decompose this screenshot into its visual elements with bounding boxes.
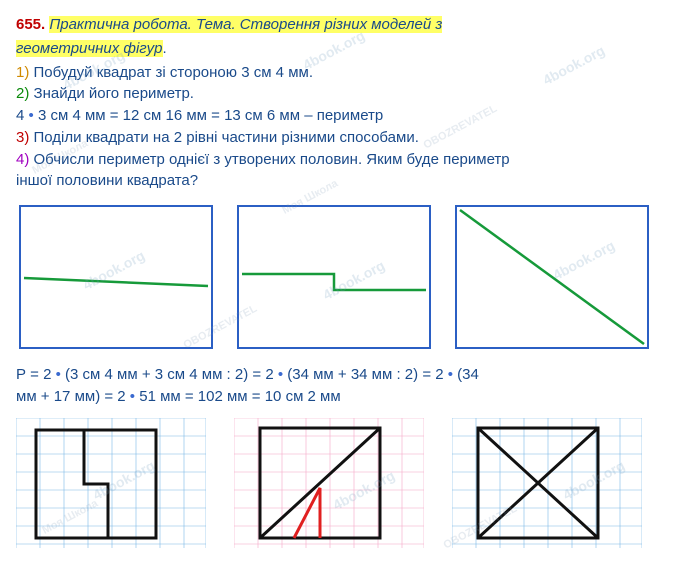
item-1: 1) Побудуй квадрат зі стороною 3 см 4 мм…: [16, 62, 679, 84]
perimeter-line-1: Р = 2 • (3 см 4 мм + 3 см 4 мм : 2) = 2 …: [16, 364, 679, 386]
square-2: [234, 202, 434, 352]
grid-2: [234, 418, 424, 548]
calc-rest: 3 см 4 мм = 12 см 16 мм = 13 см 6 мм – п…: [34, 107, 384, 124]
square-3: [452, 202, 652, 352]
p2b: 51 мм = 102 мм = 10 см 2 мм: [135, 388, 341, 405]
item-4: 4) Обчисли периметр однієї з утворених п…: [16, 149, 679, 171]
square-1: [16, 202, 216, 352]
exercise-number: 655.: [16, 16, 45, 33]
calc-prefix: 4: [16, 107, 29, 124]
item-text-4a: Обчисли периметр однієї з утворених поло…: [29, 151, 509, 168]
item-text-2: Знайди його периметр.: [29, 85, 194, 102]
grid-1: [16, 418, 206, 548]
item-text-3: Поділи квадрати на 2 рівні частини різни…: [29, 129, 419, 146]
item-text-1: Побудуй квадрат зі стороною 3 см 4 мм.: [29, 64, 313, 81]
grids-row: [16, 418, 679, 548]
p1b: (3 см 4 мм + 3 см 4 мм : 2) = 2: [61, 366, 278, 383]
item-number-3: 3): [16, 129, 29, 146]
perimeter-line-2: мм + 17 мм) = 2 • 51 мм = 102 мм = 10 см…: [16, 386, 679, 408]
item-3: 3) Поділи квадрати на 2 рівні частини рі…: [16, 127, 679, 149]
item-number-2: 2): [16, 85, 29, 102]
exercise-title-2: геометричних фігур.: [16, 38, 679, 60]
grid-3: [452, 418, 642, 548]
squares-row: [16, 202, 679, 352]
p1c: (34 мм + 34 мм : 2) = 2: [283, 366, 448, 383]
exercise-title: 655. Практична робота. Тема. Створення р…: [16, 14, 679, 36]
p1a: Р = 2: [16, 366, 56, 383]
title-highlight-1: Практична робота. Тема. Створення різних…: [49, 16, 442, 33]
item-number-4: 4): [16, 151, 29, 168]
calc-line: 4 • 3 см 4 мм = 12 см 16 мм = 13 см 6 мм…: [16, 105, 679, 127]
title-dot: .: [163, 40, 167, 57]
p2a: мм + 17 мм) = 2: [16, 388, 130, 405]
p1d: (34: [453, 366, 479, 383]
item-4b: іншої половини квадрата?: [16, 170, 679, 192]
item-2: 2) Знайди його периметр.: [16, 83, 679, 105]
item-number-1: 1): [16, 64, 29, 81]
title-highlight-2: геометричних фігур: [16, 40, 163, 57]
